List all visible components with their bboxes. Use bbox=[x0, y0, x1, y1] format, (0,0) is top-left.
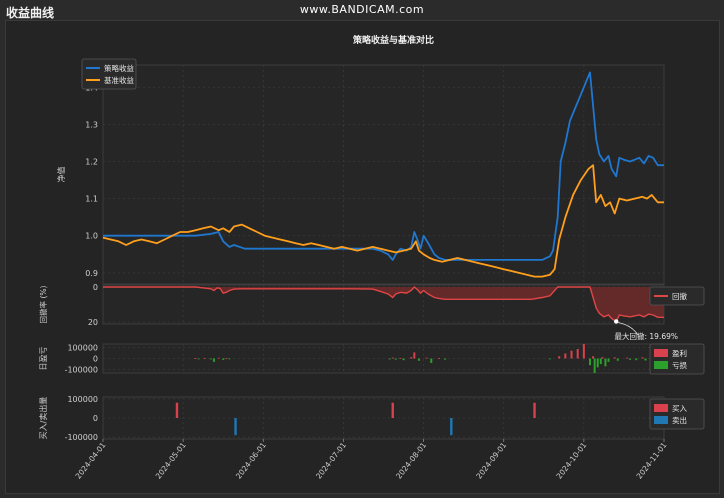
profit-bar bbox=[592, 356, 595, 359]
window-title: 收益曲线 bbox=[6, 6, 55, 20]
profit-bar bbox=[410, 357, 413, 359]
drawdown-line bbox=[103, 286, 664, 323]
loss-bar bbox=[222, 358, 225, 360]
y-tick-label: -100000 bbox=[65, 433, 98, 442]
loss-bar bbox=[228, 358, 231, 360]
profit-bar bbox=[399, 357, 402, 359]
y-tick-label: 0 bbox=[93, 283, 98, 292]
loss-bar bbox=[548, 358, 551, 360]
chart-title: 策略收益与基准对比 bbox=[352, 34, 434, 46]
drawdown-legend-box bbox=[649, 286, 705, 306]
profit-bar bbox=[564, 353, 567, 359]
profit-bar bbox=[203, 357, 206, 359]
loss-bar bbox=[589, 358, 592, 366]
y-axis-label: 买入/卖出量 bbox=[38, 397, 48, 440]
y-tick-label: 1.0 bbox=[85, 232, 98, 241]
chart-figure: 策略收益与基准对比0.91.01.11.21.31.4净值策略收益基准收益020… bbox=[38, 34, 705, 481]
loss-bar bbox=[212, 358, 215, 362]
legend-label: 策略收益 bbox=[104, 63, 134, 73]
profit-bar bbox=[613, 357, 616, 359]
loss-bar bbox=[599, 358, 602, 365]
legend-label: 亏损 bbox=[672, 360, 687, 370]
profit-bar bbox=[413, 352, 416, 359]
y-tick-label: 100000 bbox=[67, 343, 98, 352]
loss-bar bbox=[430, 358, 433, 363]
benchmark-line bbox=[102, 164, 664, 278]
y-tick-label: 100000 bbox=[67, 395, 98, 404]
x-tick-label: 2024-10-01 bbox=[555, 441, 589, 481]
profit-bar bbox=[391, 357, 394, 359]
y-tick-label: 0 bbox=[93, 355, 98, 364]
loss-bar bbox=[417, 358, 420, 361]
max-drawdown-annotation: 最大回撤: 19.69% bbox=[614, 331, 678, 341]
legend-label: 买入 bbox=[672, 404, 687, 413]
legend-label: 回撤 bbox=[672, 291, 687, 301]
profit-bar bbox=[570, 350, 573, 359]
legend-label: 盈利 bbox=[672, 348, 687, 358]
y-axis-label: 净值 bbox=[56, 167, 66, 183]
x-tick-label: 2024-05-01 bbox=[154, 441, 188, 481]
annotation-arrow bbox=[618, 322, 639, 336]
loss-bar bbox=[616, 358, 619, 361]
x-tick-label: 2024-06-01 bbox=[234, 441, 268, 481]
legend-swatch bbox=[654, 404, 668, 412]
loss-bar bbox=[388, 358, 391, 360]
y-axis-label: 日盈亏 bbox=[39, 347, 48, 371]
y-tick-label: 1.1 bbox=[85, 195, 98, 204]
loss-bar bbox=[629, 358, 632, 360]
y-tick-label: 0.9 bbox=[85, 269, 98, 278]
profit-bar bbox=[576, 349, 579, 359]
x-tick-label: 2024-07-01 bbox=[314, 441, 348, 481]
drawdown-area bbox=[103, 287, 664, 322]
bandicam-watermark: www.BANDICAM.com bbox=[299, 3, 425, 16]
profit-bar bbox=[601, 357, 604, 359]
chart-panel: 策略收益与基准对比0.91.01.11.21.31.4净值策略收益基准收益020… bbox=[5, 20, 720, 494]
sell-bar bbox=[234, 418, 237, 436]
loss-bar bbox=[402, 358, 405, 361]
profit-bar bbox=[626, 357, 629, 359]
x-tick-label: 2024-09-01 bbox=[474, 441, 508, 481]
profit-bar bbox=[437, 358, 440, 359]
legend-label: 卖出 bbox=[672, 415, 687, 425]
y-tick-label: 1.3 bbox=[85, 120, 98, 129]
profit-bar bbox=[558, 356, 561, 359]
legend-label: 基准收益 bbox=[104, 75, 134, 85]
y-tick-label: 20 bbox=[88, 318, 98, 327]
loss-bar bbox=[593, 358, 596, 373]
loss-bar bbox=[596, 358, 599, 368]
loss-bar bbox=[209, 358, 212, 360]
profit-bar bbox=[582, 344, 585, 359]
plot-area-0 bbox=[102, 64, 665, 285]
profit-bar bbox=[425, 357, 428, 359]
loss-bar bbox=[607, 358, 610, 362]
loss-bar bbox=[444, 358, 447, 360]
loss-bar bbox=[635, 358, 638, 361]
profit-bar bbox=[225, 358, 228, 359]
y-tick-label: -100000 bbox=[65, 366, 98, 375]
loss-bar bbox=[644, 358, 647, 361]
loss-bar bbox=[604, 358, 607, 367]
max-drawdown-marker bbox=[614, 319, 619, 324]
legend-swatch bbox=[654, 361, 668, 369]
x-tick-label: 2024-04-01 bbox=[74, 441, 108, 481]
sell-bar bbox=[450, 418, 453, 436]
x-tick-label: 2024-11-01 bbox=[635, 441, 669, 481]
y-tick-label: 1.2 bbox=[85, 158, 98, 167]
y-axis-label: 回撤率 (%) bbox=[38, 286, 48, 324]
buy-bar bbox=[391, 402, 394, 418]
buy-bar bbox=[175, 402, 179, 418]
profit-bar bbox=[641, 357, 644, 359]
x-tick-label: 2024-08-01 bbox=[394, 441, 428, 481]
nav-legend-box bbox=[81, 58, 137, 90]
profit-bar bbox=[217, 357, 220, 359]
loss-bar bbox=[197, 358, 200, 360]
y-tick-label: 0 bbox=[93, 414, 98, 423]
profit-bar bbox=[194, 358, 197, 359]
loss-bar bbox=[394, 358, 397, 360]
buy-bar bbox=[533, 402, 536, 418]
legend-swatch bbox=[654, 416, 668, 424]
legend-swatch bbox=[654, 349, 668, 357]
